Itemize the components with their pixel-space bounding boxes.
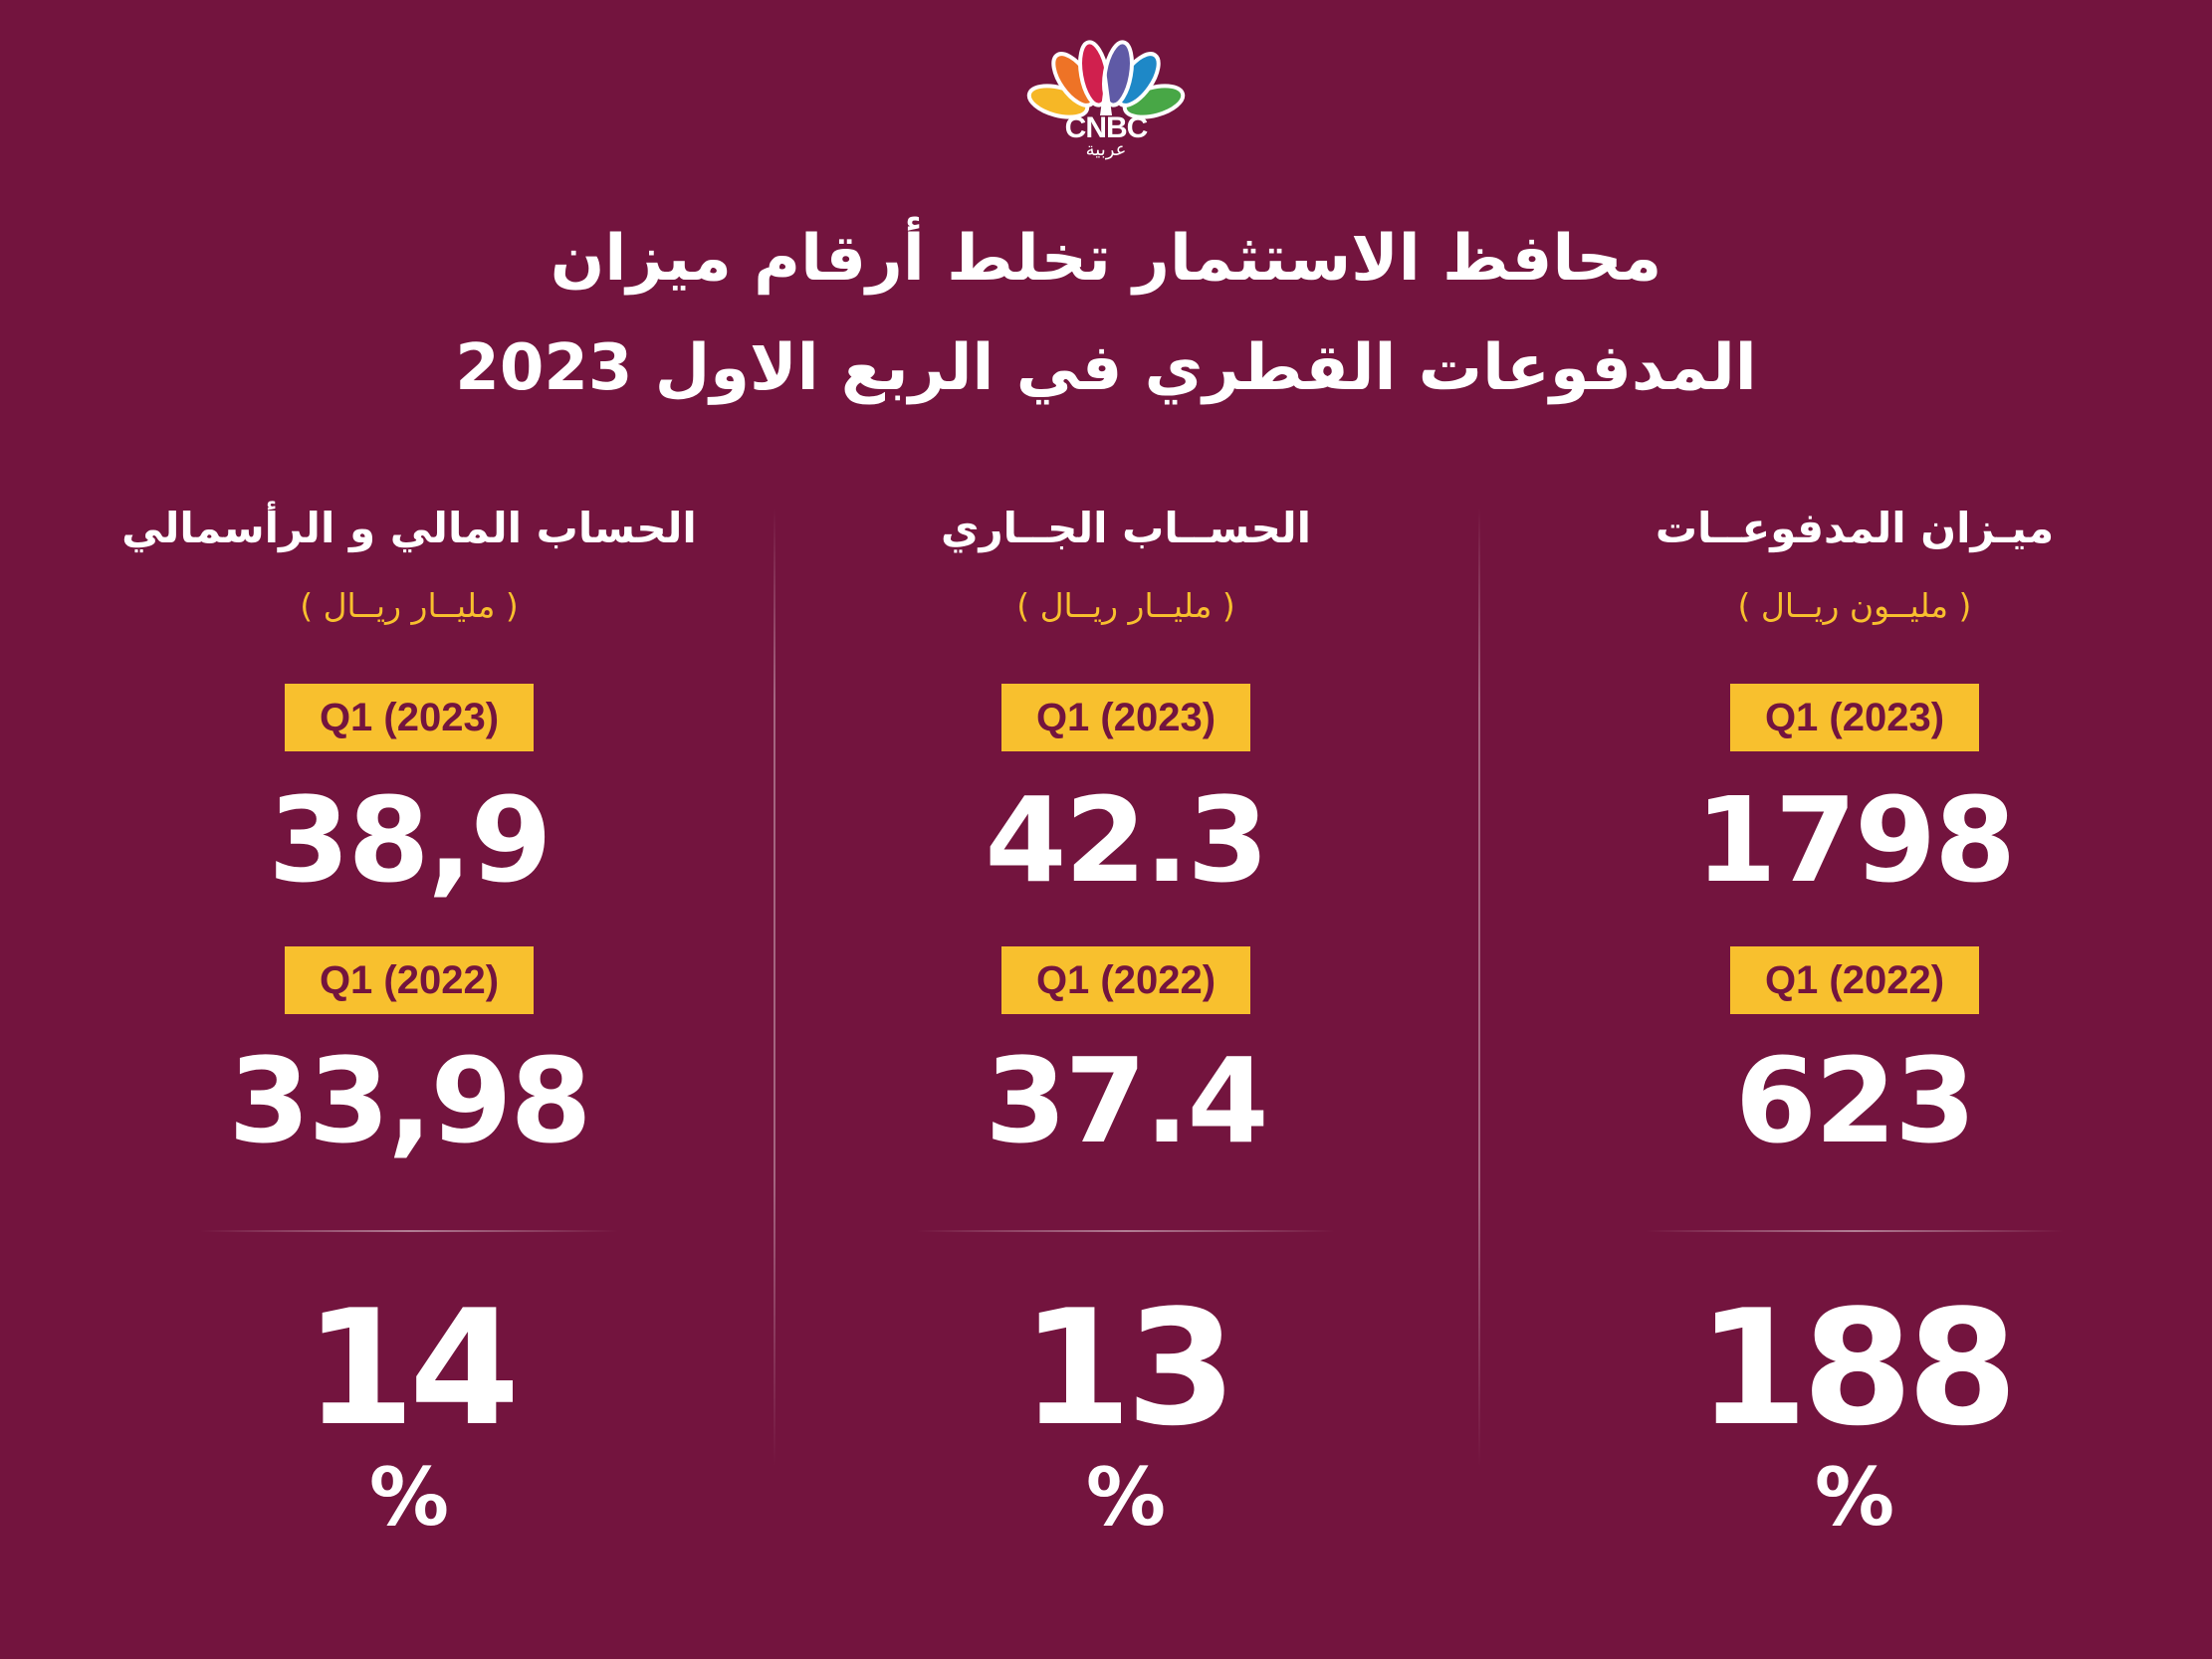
column-unit: ( مليــار ريــال ) <box>1016 586 1235 625</box>
column-unit: ( مليــون ريــال ) <box>1737 586 1972 625</box>
separator-line <box>1646 1230 2064 1232</box>
page-title-line-2: المدفوعات القطري في الربع الاول 2023 <box>455 331 1757 405</box>
q1-2022-badge: Q1 (2022) <box>1001 946 1250 1014</box>
q1-2022-value: 623 <box>1734 1032 1976 1169</box>
logo-subtitle: عربية <box>1085 139 1127 160</box>
percent-sign: % <box>1085 1451 1167 1544</box>
change-percent: 188 <box>1697 1275 2018 1461</box>
column-divider <box>774 508 775 1467</box>
change-percent: 13 <box>1020 1275 1237 1461</box>
column-financial-capital-account: الحساب المالي و الرأسمالي ( مليــار ريــ… <box>61 0 758 1659</box>
q1-2023-badge: Q1 (2023) <box>1001 684 1250 751</box>
logo-wordmark: CNBC <box>1064 111 1149 144</box>
q1-2022-badge: Q1 (2022) <box>1730 946 1979 1014</box>
q1-2022-value: 37.4 <box>985 1032 1268 1169</box>
separator-line <box>200 1230 618 1232</box>
column-current-account: الحســاب الجــاري ( مليــار ريــال ) Q1 … <box>777 0 1474 1659</box>
percent-sign: % <box>1814 1451 1895 1544</box>
q1-2023-value: 1798 <box>1694 771 2016 909</box>
q1-2022-badge: Q1 (2022) <box>285 946 534 1014</box>
percent-sign: % <box>368 1451 450 1544</box>
column-heading: الحساب المالي و الرأسمالي <box>121 504 697 552</box>
column-unit: ( مليــار ريــال ) <box>300 586 519 625</box>
column-heading: الحســاب الجــاري <box>940 504 1312 552</box>
column-divider <box>1478 508 1480 1467</box>
q1-2023-value: 42.3 <box>985 771 1268 909</box>
q1-2023-value: 38,9 <box>268 771 552 909</box>
q1-2023-badge: Q1 (2023) <box>1730 684 1979 751</box>
q1-2023-badge: Q1 (2023) <box>285 684 534 751</box>
column-balance-of-payments: ميـزان المدفوعــات ( مليــون ريــال ) Q1… <box>1506 0 2203 1659</box>
cnbc-arabia-logo: CNBC عربية <box>1026 40 1186 164</box>
separator-line <box>917 1230 1335 1232</box>
column-heading: ميـزان المدفوعــات <box>1655 504 2055 552</box>
page-title-line-1: محافظ الاستثمار تخلط أرقام ميزان <box>550 222 1662 296</box>
q1-2022-value: 33,98 <box>228 1032 591 1169</box>
change-percent: 14 <box>304 1275 521 1461</box>
peacock-icon <box>1026 40 1186 119</box>
